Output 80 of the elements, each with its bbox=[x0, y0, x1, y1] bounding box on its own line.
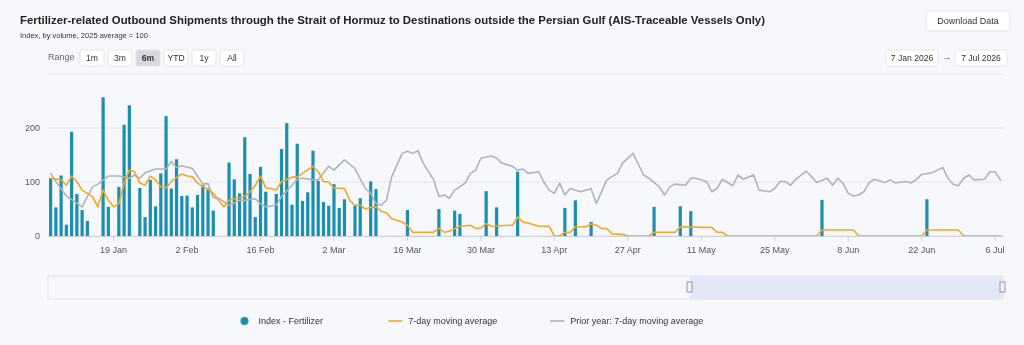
bar bbox=[180, 196, 184, 236]
bar bbox=[122, 124, 126, 236]
legend-label: 7-day moving average bbox=[408, 316, 498, 326]
bar bbox=[290, 204, 294, 236]
bar bbox=[285, 123, 289, 236]
bar bbox=[85, 220, 89, 236]
bar bbox=[54, 207, 58, 236]
bar bbox=[206, 188, 210, 236]
bar bbox=[49, 178, 53, 236]
button: YTD bbox=[163, 49, 189, 67]
bar bbox=[185, 195, 189, 236]
bar bbox=[106, 206, 110, 236]
x-tick-label: 25 May bbox=[759, 245, 790, 255]
bar bbox=[80, 210, 84, 236]
bar bbox=[311, 150, 315, 236]
x-tick-label: 19 Jan bbox=[100, 245, 128, 255]
text: → bbox=[942, 52, 952, 62]
bar bbox=[327, 205, 331, 236]
button: 3m bbox=[107, 49, 133, 67]
x-tick-label: 16 Feb bbox=[246, 245, 275, 255]
bar bbox=[227, 162, 231, 236]
bar bbox=[332, 184, 336, 236]
bar bbox=[243, 137, 247, 236]
bar bbox=[248, 173, 252, 236]
line-series bbox=[49, 165, 1002, 237]
bar bbox=[148, 179, 152, 236]
x-tick-label: 16 Mar bbox=[393, 245, 422, 255]
x-tick-label: 22 Jun bbox=[908, 245, 936, 255]
bar bbox=[143, 217, 147, 236]
bar bbox=[195, 194, 200, 236]
date-field: 7 Jul 2026 bbox=[954, 49, 1008, 67]
bar bbox=[342, 199, 347, 236]
legend-label: Index - Fertilizer bbox=[258, 316, 324, 326]
bar bbox=[316, 180, 320, 236]
y-tick-label: 200 bbox=[24, 123, 40, 133]
bar bbox=[138, 187, 142, 236]
line-series bbox=[49, 149, 1002, 208]
button: All bbox=[219, 49, 245, 67]
bar bbox=[353, 205, 357, 236]
bar bbox=[652, 206, 656, 236]
bar bbox=[484, 191, 488, 236]
button: 1m bbox=[79, 49, 105, 67]
button: 6m bbox=[135, 49, 161, 67]
bar bbox=[164, 116, 168, 236]
bar bbox=[253, 217, 257, 236]
bar bbox=[153, 206, 158, 236]
bar bbox=[127, 105, 131, 236]
bar bbox=[437, 209, 441, 236]
bar bbox=[201, 185, 205, 236]
bar bbox=[101, 97, 105, 236]
bar bbox=[820, 199, 824, 236]
button: 1y bbox=[191, 49, 217, 67]
bar bbox=[190, 207, 194, 236]
x-tick-label: 13 Apr bbox=[541, 245, 568, 255]
x-tick-label: 2 Mar bbox=[322, 245, 346, 255]
bar bbox=[321, 201, 326, 236]
bar bbox=[925, 199, 929, 236]
legend-label: Prior year: 7-day moving average bbox=[570, 316, 704, 326]
text: Range bbox=[48, 52, 75, 62]
x-tick-label: 11 May bbox=[686, 245, 717, 255]
x-tick-label: 6 Jul bbox=[985, 245, 1005, 255]
chart-title: Fertilizer-related Outbound Shipments through the Strait of Hormuz to Destinations outside the Persian Gulf (AIS-Traceable Vessels Only) bbox=[20, 14, 766, 26]
x-tick-label: 8 Jun bbox=[837, 245, 860, 255]
bar bbox=[300, 200, 305, 236]
button: Download Data bbox=[925, 10, 1011, 32]
x-tick-label: 2 Feb bbox=[175, 245, 199, 255]
y-tick-label: 100 bbox=[24, 177, 40, 187]
bar bbox=[211, 210, 215, 236]
bar bbox=[589, 221, 593, 236]
bar bbox=[169, 188, 173, 236]
date-field: 7 Jan 2026 bbox=[885, 49, 939, 67]
x-tick-label: 27 Apr bbox=[614, 245, 641, 255]
bar bbox=[458, 213, 462, 236]
x-tick-label: 30 Mar bbox=[466, 245, 495, 255]
bar bbox=[337, 207, 341, 236]
bar bbox=[64, 224, 68, 236]
y-tick-label: 0 bbox=[34, 231, 40, 241]
bar bbox=[232, 179, 236, 236]
bar bbox=[306, 192, 310, 236]
bar bbox=[159, 173, 163, 236]
